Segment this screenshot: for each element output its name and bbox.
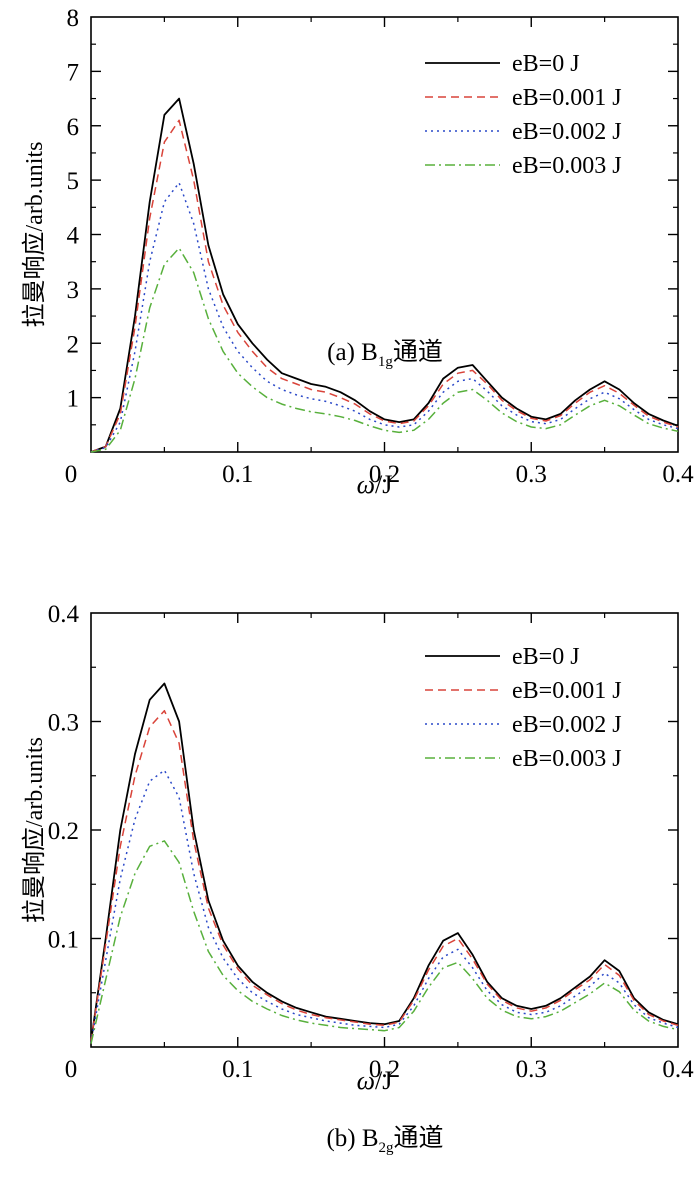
x-axis-label-symbol: ω bbox=[357, 470, 375, 499]
series-line bbox=[90, 182, 679, 453]
y-tick-label: 0.1 bbox=[48, 927, 79, 954]
x-axis-label: ω/J bbox=[357, 1066, 393, 1095]
x-tick-label: 0.1 bbox=[222, 461, 253, 488]
y-tick-label: 3 bbox=[67, 277, 80, 304]
x-axis-label: ω/J bbox=[357, 470, 393, 499]
y-tick-label: 6 bbox=[67, 114, 80, 141]
y-tick-label: 1 bbox=[67, 386, 80, 413]
y-axis-label: 拉曼响应/arb.units bbox=[21, 737, 48, 923]
series-line bbox=[90, 709, 679, 1042]
x-tick-label: 0.2 bbox=[369, 461, 400, 488]
legend-label: eB=0.003 J bbox=[512, 153, 622, 179]
x-tick-label: 0 bbox=[65, 461, 78, 488]
y-axis-label: 拉曼响应/arb.units bbox=[21, 142, 48, 328]
x-tick-label: 0.3 bbox=[516, 461, 547, 488]
x-axis-label-unit: /J bbox=[375, 1066, 392, 1095]
caption-suffix: 通道 bbox=[394, 1124, 444, 1152]
legend-label: eB=0.002 J bbox=[512, 119, 622, 145]
chart-panel-a: 0 0.1 0.2 0.3 0.4 1 2 3 4 5 6 7 8 eB=0 J eB=0.001 J eB=… bbox=[21, 5, 694, 499]
series-line bbox=[90, 769, 679, 1043]
y-tick-label: 0.2 bbox=[48, 818, 79, 845]
x-tick-label: 0.3 bbox=[516, 1056, 547, 1083]
y-tick-label: 0.3 bbox=[48, 710, 79, 737]
chart-panel-b: 0 0.1 0.2 0.3 0.4 0.1 0.2 0.3 0.4 eB=0 J eB=0.001 … bbox=[21, 601, 694, 1156]
x-tick-label: 0.1 bbox=[222, 1056, 253, 1083]
x-tick-label: 0.4 bbox=[662, 461, 694, 488]
legend-label: eB=0.002 J bbox=[512, 712, 622, 738]
caption-subscript: 2g bbox=[379, 1140, 395, 1156]
series-line bbox=[90, 840, 679, 1044]
y-tick-label: 2 bbox=[67, 331, 80, 358]
x-axis-label-unit: /J bbox=[375, 470, 392, 499]
x-tick-label: 0.4 bbox=[662, 1056, 694, 1083]
x-axis-label-symbol: ω bbox=[357, 1066, 375, 1095]
y-tick-label: 8 bbox=[67, 5, 80, 32]
x-tick-label: 0 bbox=[65, 1056, 78, 1083]
legend-label: eB=0.001 J bbox=[512, 85, 622, 111]
series-line bbox=[90, 682, 679, 1042]
caption-prefix: (b) B bbox=[326, 1125, 378, 1152]
series-line bbox=[90, 119, 679, 453]
y-tick-label: 5 bbox=[67, 168, 80, 195]
caption-suffix: 通道 bbox=[393, 338, 443, 366]
panel-caption: (b) B2g通道 bbox=[326, 1124, 443, 1156]
legend-label: eB=0.001 J bbox=[512, 678, 622, 704]
legend-label: eB=0 J bbox=[512, 51, 580, 77]
plot-frame bbox=[90, 16, 679, 453]
y-tick-label: 4 bbox=[67, 223, 80, 250]
legend-label: eB=0 J bbox=[512, 644, 580, 670]
y-tick-label: 7 bbox=[67, 59, 80, 86]
x-tick-label: 0.2 bbox=[369, 1056, 400, 1083]
legend-label: eB=0.003 J bbox=[512, 746, 622, 772]
panel-caption: (a) B1g通道 bbox=[327, 338, 443, 370]
series-line bbox=[90, 247, 679, 453]
y-tick-label: 0.4 bbox=[48, 601, 80, 628]
series-line bbox=[90, 97, 679, 453]
caption-subscript: 1g bbox=[378, 354, 394, 370]
caption-prefix: (a) B bbox=[327, 339, 378, 366]
